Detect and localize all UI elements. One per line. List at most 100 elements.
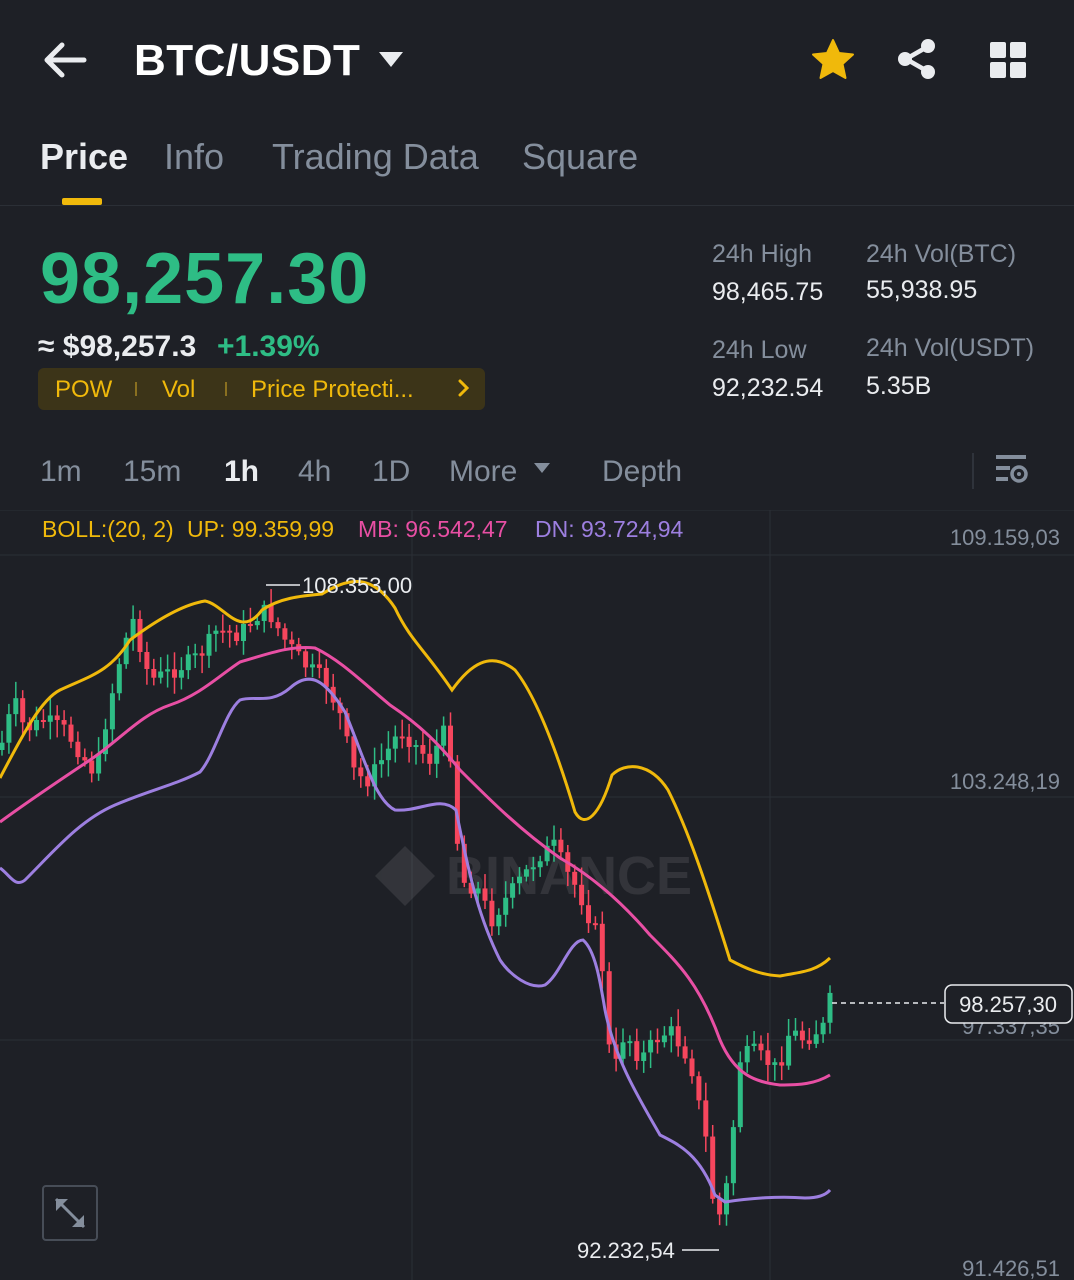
candle-body — [454, 761, 460, 844]
candle-body — [20, 698, 26, 723]
candle-body — [275, 622, 281, 629]
candle-body — [406, 736, 412, 747]
candle-body — [668, 1026, 674, 1036]
pair-title[interactable]: BTC/USDT — [134, 36, 361, 85]
candle-body — [103, 729, 108, 755]
candle-body — [641, 1052, 647, 1061]
candle-body — [109, 693, 115, 730]
boll-lower-line — [0, 677, 832, 1204]
candlestick-chart[interactable]: BINANCE 108.353,00 92.232,54 109.159,03 … — [0, 510, 1074, 1280]
candle-body — [765, 1050, 771, 1065]
candle-body — [530, 867, 536, 870]
pair-selector-button[interactable] — [376, 48, 406, 72]
candle-body — [523, 869, 529, 877]
tag-pow[interactable]: POW — [55, 376, 113, 403]
tab-square[interactable]: Square — [522, 136, 639, 177]
interval-1m[interactable]: 1m — [40, 455, 82, 488]
candle-body — [799, 1030, 805, 1041]
tab-price[interactable]: Price — [40, 136, 129, 177]
candle-body — [620, 1042, 626, 1059]
candle-body — [82, 757, 88, 761]
candle-body — [123, 637, 129, 665]
tag-vol[interactable]: Vol — [162, 376, 196, 403]
candle-body — [351, 736, 357, 768]
candle-body — [116, 664, 122, 694]
candle-body — [772, 1062, 778, 1065]
candle-body — [172, 669, 177, 678]
candle-body — [241, 623, 246, 642]
tag-price-protection[interactable]: Price Protecti... — [251, 376, 414, 403]
candle-body — [0, 742, 5, 750]
candle-body — [813, 1034, 819, 1044]
fullscreen-button[interactable] — [42, 1185, 98, 1241]
candle-body — [517, 876, 522, 884]
candle-body — [192, 653, 198, 656]
candle-body — [137, 618, 143, 652]
stat-24h-high-label: 24h High — [712, 240, 813, 268]
candle-body — [234, 632, 240, 642]
chevron-right-icon[interactable] — [456, 378, 472, 403]
layout-grid-button[interactable] — [988, 40, 1028, 80]
candle-body — [579, 884, 585, 906]
candle-body — [247, 623, 253, 626]
boll-middle-line — [0, 645, 831, 1087]
candle-body — [717, 1198, 723, 1215]
candle-body — [68, 724, 74, 742]
tag-separator — [135, 382, 137, 396]
interval-4h[interactable]: 4h — [298, 455, 332, 488]
interval-1h[interactable]: 1h — [224, 455, 260, 488]
fiat-price: ≈ $98,257.3 — [38, 330, 197, 363]
candle-body — [448, 725, 453, 762]
stat-24h-vol-btc-value: 55,938.95 — [866, 276, 978, 304]
candle-body — [599, 923, 605, 972]
last-price-label: 98.257,30 — [959, 992, 1057, 1017]
candle-body — [392, 736, 398, 749]
chart-settings-button[interactable] — [994, 452, 1030, 493]
stat-24h-vol-btc-label: 24h Vol(BTC) — [866, 240, 1017, 268]
candle-body — [365, 776, 371, 787]
y-tick-label: 103.248,19 — [950, 769, 1060, 794]
active-tab-indicator — [62, 198, 102, 205]
candle-body — [496, 914, 502, 927]
candle-body — [627, 1041, 633, 1044]
boll-up-value: UP: 99.359,99 — [187, 516, 335, 542]
candle-body — [606, 971, 612, 1045]
candle-body — [482, 888, 488, 901]
y-tick-label: 109.159,03 — [950, 525, 1060, 550]
candle-body — [89, 760, 95, 774]
candle-body — [696, 1076, 702, 1101]
candle-body — [158, 671, 164, 678]
candle-body — [544, 845, 550, 862]
depth-tab[interactable]: Depth — [602, 455, 683, 488]
tag-bar[interactable] — [38, 368, 485, 410]
candle-body — [151, 668, 157, 678]
candle-body — [724, 1183, 729, 1215]
more-caret-icon[interactable] — [533, 461, 551, 480]
interval-15m[interactable]: 15m — [123, 455, 182, 488]
candle-body — [310, 664, 315, 668]
tab-trading-data[interactable]: Trading Data — [272, 136, 479, 177]
candle-body — [427, 753, 433, 764]
candle-body — [399, 736, 405, 739]
candle-body — [420, 745, 426, 754]
candle-body — [268, 604, 274, 623]
candle-body — [379, 760, 384, 765]
candle-body — [648, 1039, 654, 1053]
interval-more[interactable]: More — [449, 455, 518, 488]
favorite-button[interactable] — [810, 38, 856, 82]
candle-body — [220, 630, 226, 633]
candle-body — [710, 1136, 716, 1199]
candle-body — [537, 861, 543, 868]
candle-body — [586, 905, 591, 924]
tab-info[interactable]: Info — [164, 136, 225, 177]
candle-body — [96, 754, 102, 774]
candle-body — [61, 720, 67, 725]
candle-body — [744, 1046, 750, 1063]
candle-body — [323, 667, 329, 687]
candle-body — [199, 653, 205, 656]
back-button[interactable] — [40, 38, 92, 82]
share-button[interactable] — [894, 36, 940, 82]
candle-body — [461, 843, 467, 883]
candle-body — [489, 900, 495, 927]
interval-1d[interactable]: 1D — [372, 455, 411, 488]
